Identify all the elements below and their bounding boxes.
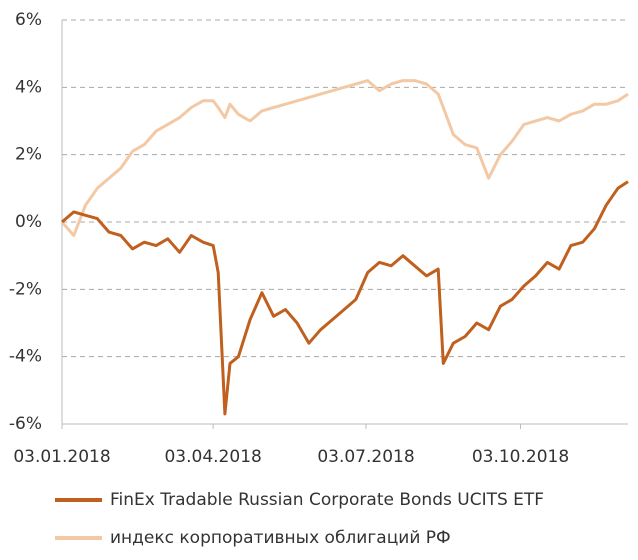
x-tick-label: 03.07.2018	[317, 447, 414, 467]
y-tick-label: -4%	[9, 347, 42, 367]
x-tick-label: 03.10.2018	[472, 447, 569, 467]
y-tick-label: -6%	[9, 414, 42, 434]
legend-label: FinEx Tradable Russian Corporate Bonds U…	[110, 490, 544, 510]
series-line	[61, 180, 629, 416]
legend-label: индекс корпоративных облигаций РФ	[110, 528, 451, 548]
y-tick-label: -2%	[9, 279, 42, 299]
y-tick-label: 6%	[15, 10, 42, 30]
y-tick-label: 4%	[15, 77, 42, 97]
x-tick-label: 03.01.2018	[13, 447, 110, 467]
y-tick-label: 0%	[15, 212, 42, 232]
y-tick-label: 2%	[15, 145, 42, 165]
x-tick-label: 03.04.2018	[164, 447, 261, 467]
series-line	[60, 79, 629, 237]
